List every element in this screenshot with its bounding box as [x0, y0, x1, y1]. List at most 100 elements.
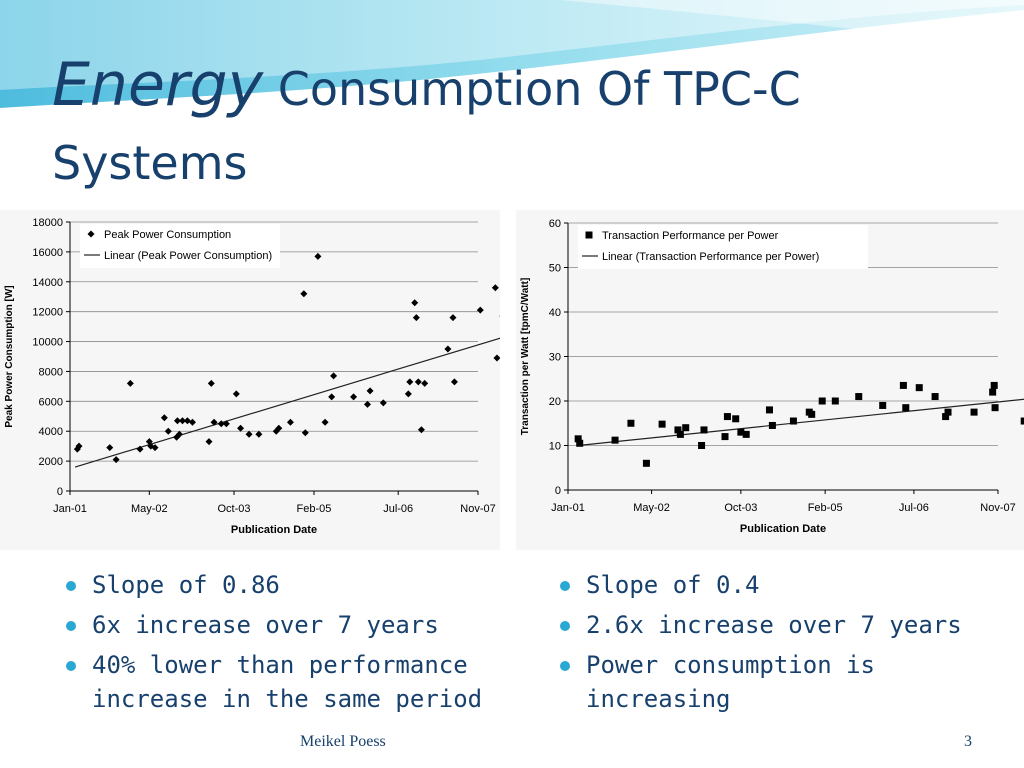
- data-point: [328, 393, 336, 401]
- data-point: [404, 390, 412, 398]
- data-point: [574, 435, 582, 443]
- legend-label: Transaction Performance per Power: [602, 230, 779, 242]
- data-point: [314, 252, 322, 260]
- data-point: [879, 401, 887, 409]
- y-tick-label: 10000: [32, 337, 63, 349]
- y-tick-label: 30: [549, 352, 561, 364]
- data-point: [700, 426, 708, 434]
- data-point: [768, 421, 776, 429]
- data-point: [217, 420, 225, 428]
- data-point: [301, 429, 309, 437]
- data-point: [723, 413, 731, 421]
- data-point: [915, 384, 923, 392]
- data-point: [406, 378, 414, 386]
- data-point: [173, 417, 181, 425]
- data-point: [990, 381, 998, 389]
- x-tick-label: Feb-05: [808, 502, 843, 514]
- data-point: [222, 420, 230, 428]
- legend-marker: [585, 231, 593, 239]
- x-tick-label: Jan-01: [551, 502, 585, 514]
- data-point: [450, 378, 458, 386]
- data-point: [414, 378, 422, 386]
- data-point: [476, 306, 484, 314]
- x-tick-label: Nov-07: [980, 502, 1015, 514]
- data-point: [991, 404, 999, 412]
- data-point: [421, 379, 429, 387]
- y-axis-label: Transaction per Watt [tpmC/Watt]: [520, 278, 531, 436]
- peak-power-chart: 0 2000 4000 6000 8000 10000 12000 14000 16000 180…: [0, 210, 595, 550]
- y-tick-label: 0: [57, 486, 63, 498]
- data-point: [970, 408, 978, 416]
- y-tick-label: 50: [549, 263, 561, 275]
- data-point: [232, 390, 240, 398]
- x-tick-label: Oct-03: [724, 502, 757, 514]
- y-tick-label: 6000: [39, 396, 63, 408]
- slide-title: Energy Consumption Of TPC-C Systems: [52, 48, 992, 200]
- bullet-item: Power consumption is increasing: [556, 648, 996, 716]
- y-tick-label: 14000: [32, 277, 63, 289]
- tpw-chart: 0 10 20 30 40 50 60 Jan-01 May-02 Oct-03 Feb-05 Jul…: [516, 210, 1024, 550]
- legend-label: Peak Power Consumption: [104, 229, 231, 241]
- data-point: [145, 438, 153, 446]
- data-point: [363, 400, 371, 408]
- data-point: [286, 418, 294, 426]
- y-tick-label: 0: [555, 485, 561, 497]
- data-point: [576, 439, 584, 447]
- data-point: [899, 381, 907, 389]
- x-tick-label: Jul-06: [899, 502, 929, 514]
- data-point: [106, 444, 114, 452]
- data-point: [275, 424, 283, 432]
- legend-label: Linear (Peak Power Consumption): [104, 250, 272, 262]
- y-tick-label: 4000: [39, 426, 63, 438]
- y-axis-label: Peak Power Consumption [W]: [4, 285, 15, 427]
- x-axis-label: Publication Date: [740, 523, 826, 535]
- data-point: [808, 410, 816, 418]
- data-point: [205, 438, 213, 446]
- data-point: [245, 430, 253, 438]
- data-point: [255, 430, 263, 438]
- data-point: [210, 418, 218, 426]
- trend-line: [74, 311, 588, 468]
- data-point: [765, 406, 773, 414]
- data-point: [642, 459, 650, 467]
- data-point: [175, 430, 183, 438]
- data-point: [732, 415, 740, 423]
- title-line2: Systems: [52, 136, 248, 190]
- x-tick-label: Nov-07: [460, 503, 495, 515]
- data-point: [183, 417, 191, 425]
- data-point: [1020, 417, 1024, 425]
- legend-background: [578, 225, 868, 269]
- x-tick-label: Jan-01: [53, 503, 87, 515]
- legend-marker: [87, 230, 95, 238]
- data-point: [611, 436, 619, 444]
- legend-label: Linear (Transaction Performance per Powe…: [602, 251, 819, 263]
- y-tick-label: 18000: [32, 217, 63, 229]
- data-point: [818, 397, 826, 405]
- legend-background: [80, 224, 280, 268]
- data-point: [698, 442, 706, 449]
- bullet-item: Slope of 0.4: [556, 568, 996, 602]
- data-point: [330, 372, 338, 380]
- data-point: [207, 379, 215, 387]
- data-point: [789, 417, 797, 425]
- data-point: [350, 393, 358, 401]
- data-point: [160, 414, 168, 422]
- bullet-item: Slope of 0.86: [62, 568, 502, 602]
- page-number: 3: [964, 733, 972, 750]
- x-tick-label: May-02: [633, 502, 670, 514]
- y-tick-label: 10: [549, 441, 561, 453]
- data-point: [237, 424, 245, 432]
- data-point: [321, 418, 329, 426]
- y-tick-label: 20: [549, 396, 561, 408]
- data-point: [658, 420, 666, 428]
- y-tick-label: 8000: [39, 366, 63, 378]
- footer-author: Meikel Poess: [300, 733, 386, 750]
- y-tick-label: 16000: [32, 247, 63, 259]
- data-point: [147, 442, 155, 450]
- data-point: [491, 284, 499, 292]
- data-point: [831, 397, 839, 405]
- y-tick-label: 2000: [39, 456, 63, 468]
- data-point: [742, 430, 750, 438]
- x-tick-label: Oct-03: [218, 503, 251, 515]
- trend-line: [578, 398, 1024, 447]
